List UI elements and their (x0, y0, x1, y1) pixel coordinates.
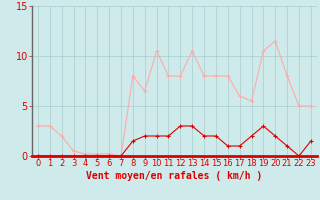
X-axis label: Vent moyen/en rafales ( km/h ): Vent moyen/en rafales ( km/h ) (86, 171, 262, 181)
